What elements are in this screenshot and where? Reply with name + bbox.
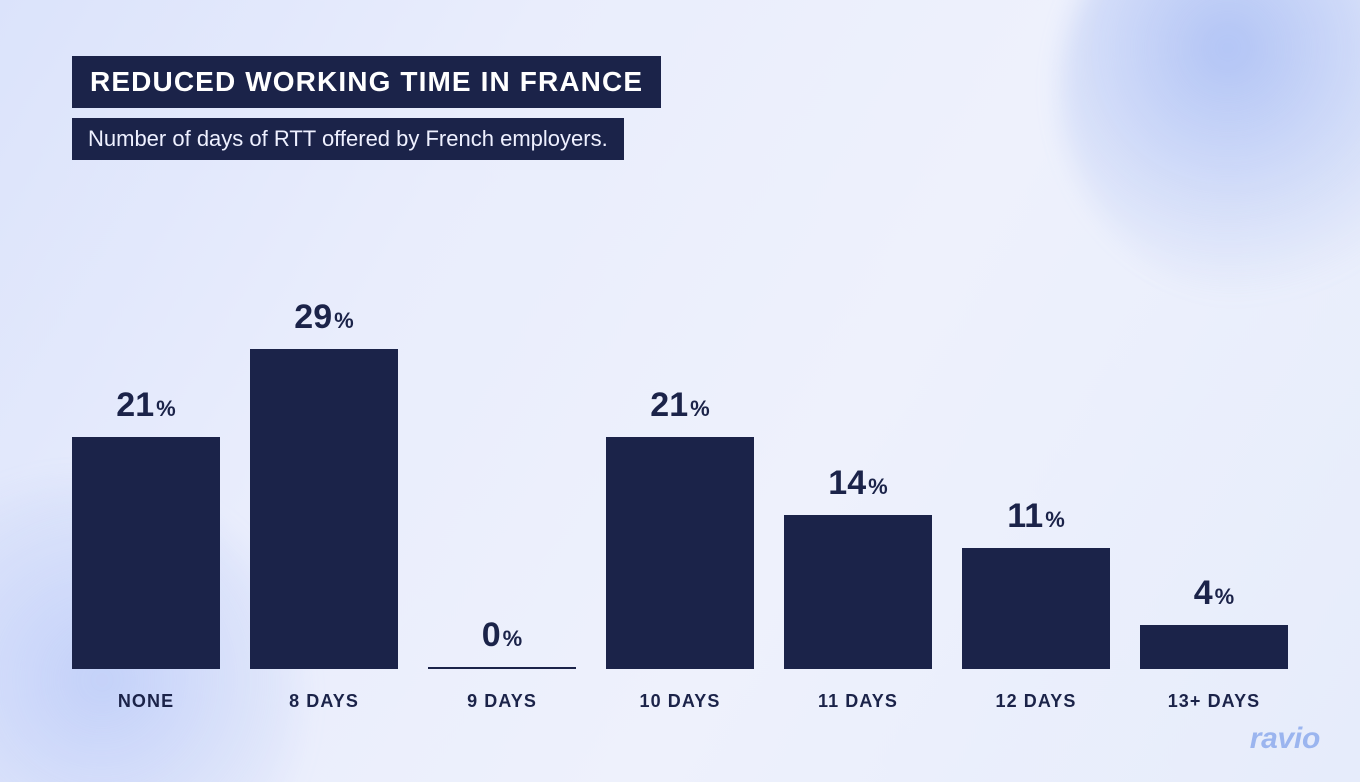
bar [962,548,1110,669]
bar-value-number: 4 [1194,574,1213,612]
bar-col: 21% [72,289,220,669]
brand-logo: ravio [1250,722,1320,756]
bar-col: 4% [1140,289,1288,669]
category-label: 10 DAYS [606,691,754,712]
bar-value-label: 21% [650,386,709,425]
bar [250,349,398,669]
bar-value-suffix: % [334,308,354,333]
category-label: 12 DAYS [962,691,1110,712]
bar-value-number: 21 [650,386,688,424]
category-label: NONE [72,691,220,712]
bar-value-number: 21 [116,386,154,424]
bar-value-suffix: % [156,396,176,421]
bar [1140,625,1288,669]
bar-col: 14% [784,289,932,669]
bar [72,437,220,669]
bar-value-number: 14 [828,464,866,502]
bar-col: 21% [606,289,754,669]
bar-value-suffix: % [690,396,710,421]
bar-col: 11% [962,289,1110,669]
bar-value-suffix: % [1215,584,1235,609]
chart-subtitle: Number of days of RTT offered by French … [72,118,624,160]
bar-chart: 21% 29% 0% 21% [72,220,1288,712]
bar-col: 0% [428,289,576,669]
bar-value-suffix: % [503,626,523,651]
bar-value-number: 29 [294,298,332,336]
category-label: 11 DAYS [784,691,932,712]
category-labels-row: NONE 8 DAYS 9 DAYS 10 DAYS 11 DAYS 12 DA… [72,691,1288,712]
bar-value-suffix: % [868,474,888,499]
bar-value-label: 14% [828,464,887,503]
category-label: 13+ DAYS [1140,691,1288,712]
chart-title: REDUCED WORKING TIME IN FRANCE [72,56,661,108]
bar-value-label: 29% [294,298,353,337]
bar-value-suffix: % [1045,507,1065,532]
bar [784,515,932,669]
bar-value-number: 0 [482,616,501,654]
chart-container: REDUCED WORKING TIME IN FRANCE Number of… [0,0,1360,782]
bar [428,667,576,669]
bars-row: 21% 29% 0% 21% [72,289,1288,669]
bar-value-label: 0% [482,616,522,655]
bar-value-number: 11 [1007,497,1043,535]
bar [606,437,754,669]
bar-value-label: 21% [116,386,175,425]
bar-value-label: 11% [1007,497,1065,536]
category-label: 8 DAYS [250,691,398,712]
bar-col: 29% [250,289,398,669]
bar-value-label: 4% [1194,574,1234,613]
category-label: 9 DAYS [428,691,576,712]
